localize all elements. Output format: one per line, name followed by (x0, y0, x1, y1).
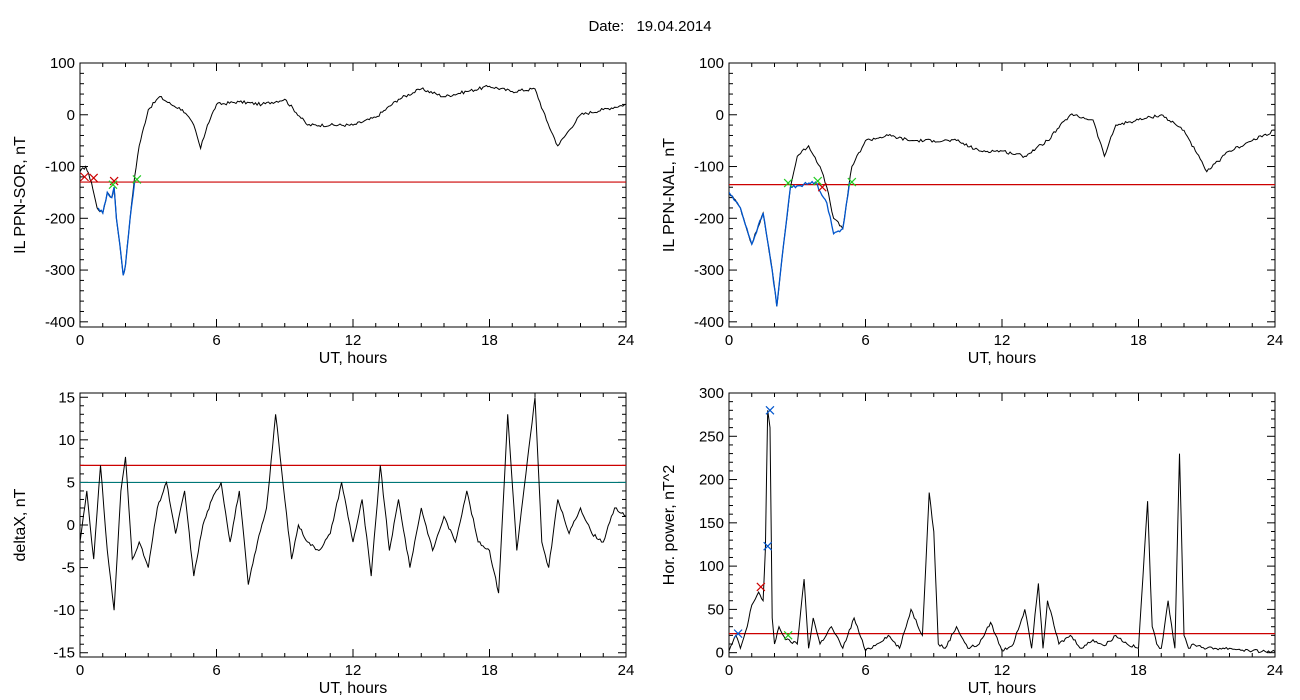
x-tick-label: 24 (618, 332, 635, 349)
event-marker (733, 629, 743, 639)
series-line (80, 84, 626, 276)
x-tick-label: 12 (994, 332, 1011, 349)
event-marker (763, 541, 773, 551)
x-tick-label: 0 (725, 662, 733, 679)
x-axis-label: UT, hours (319, 680, 387, 697)
y-tick-label: -15 (53, 645, 75, 662)
y-tick-label: 10 (58, 432, 75, 449)
event-marker (847, 177, 857, 187)
x-tick-label: 0 (76, 332, 84, 349)
x-tick-label: 6 (212, 662, 220, 679)
x-tick-label: 12 (345, 662, 362, 679)
event-marker (80, 172, 89, 182)
y-tick-label: -200 (45, 210, 75, 227)
x-tick-label: 12 (994, 662, 1011, 679)
plot-area (729, 113, 1275, 307)
y-tick-label: 200 (699, 472, 724, 489)
x-tick-label: 18 (1130, 662, 1147, 679)
plot-frame (79, 392, 627, 658)
date-value: 19.04.2014 (636, 18, 712, 35)
plot-frame (728, 392, 1276, 658)
y-tick-label: -400 (45, 314, 75, 331)
event-marker (817, 182, 827, 192)
x-tick-label: 0 (76, 662, 84, 679)
event-marker (783, 630, 793, 640)
plot-area (80, 397, 626, 611)
x-tick-label: 6 (212, 332, 220, 349)
y-tick-label: 0 (67, 517, 75, 534)
y-axis-label: Hor. power, nT^2 (661, 465, 678, 586)
event-marker (756, 582, 766, 592)
y-tick-label: 50 (707, 601, 724, 618)
y-tick-label: 5 (67, 474, 75, 491)
panel-ppn-sor: 0 6 12 18 24 100 0 -100 -200 -300 -400 UT, hours IL … (12, 55, 634, 367)
panel-deltax: 0 6 12 18 24 15 10 5 0 -5 -10 -15 UT, hours deltaX, n… (12, 389, 634, 697)
series-line (97, 182, 136, 276)
x-tick-label: 6 (861, 332, 869, 349)
x-axis-label: UT, hours (319, 350, 387, 367)
y-tick-label: -400 (694, 314, 724, 331)
y-tick-label: 100 (699, 55, 724, 72)
y-axis-label: IL PPN-SOR, nT (12, 136, 29, 254)
y-tick-label: 0 (716, 107, 724, 124)
plot-frame (728, 62, 1276, 328)
y-axis-label: deltaX, nT (12, 488, 29, 561)
event-marker (89, 173, 99, 183)
x-tick-label: 24 (1267, 662, 1284, 679)
panel-hor-power: 0 6 12 18 24 300 250 200 150 100 50 0 UT, hours Hor. … (661, 385, 1283, 697)
y-tick-label: 100 (699, 558, 724, 575)
x-tick-label: 12 (345, 332, 362, 349)
y-axis-label: IL PPN-NAL, nT (661, 138, 678, 252)
y-tick-label: 300 (699, 385, 724, 402)
y-tick-label: 0 (716, 645, 724, 662)
panel-ppn-nal: 0 6 12 18 24 100 0 -100 -200 -300 -400 UT, hours IL … (661, 55, 1283, 367)
y-tick-label: 150 (699, 515, 724, 532)
x-tick-label: 24 (618, 662, 635, 679)
y-tick-label: -100 (45, 159, 75, 176)
x-tick-label: 18 (481, 332, 498, 349)
y-tick-label: -100 (694, 159, 724, 176)
event-marker (132, 175, 142, 184)
series-line (729, 410, 1275, 654)
series-line (729, 180, 851, 307)
x-tick-label: 0 (725, 332, 733, 349)
event-marker (108, 180, 118, 190)
x-tick-label: 18 (481, 662, 498, 679)
x-axis-label: UT, hours (968, 350, 1036, 367)
plot-area (80, 84, 626, 276)
series-line (80, 397, 626, 611)
series-line (729, 113, 1275, 307)
y-tick-label: -300 (45, 262, 75, 279)
y-tick-label: -300 (694, 262, 724, 279)
date-label: Date: (588, 18, 625, 35)
x-tick-label: 18 (1130, 332, 1147, 349)
y-tick-label: -10 (53, 602, 75, 619)
event-marker (813, 176, 823, 186)
plot-area (729, 405, 1275, 654)
y-tick-label: 0 (67, 107, 75, 124)
event-marker (783, 178, 793, 188)
plot-frame (79, 62, 627, 328)
y-tick-label: 250 (699, 428, 724, 445)
y-tick-label: -200 (694, 210, 724, 227)
x-tick-label: 24 (1267, 332, 1284, 349)
y-tick-label: 100 (50, 55, 75, 72)
y-tick-label: -5 (62, 560, 75, 577)
date-title: Date: 19.04.2014 (0, 18, 1300, 35)
x-tick-label: 6 (861, 662, 869, 679)
x-axis-label: UT, hours (968, 680, 1036, 697)
y-tick-label: 15 (58, 389, 75, 406)
event-marker (765, 405, 775, 415)
